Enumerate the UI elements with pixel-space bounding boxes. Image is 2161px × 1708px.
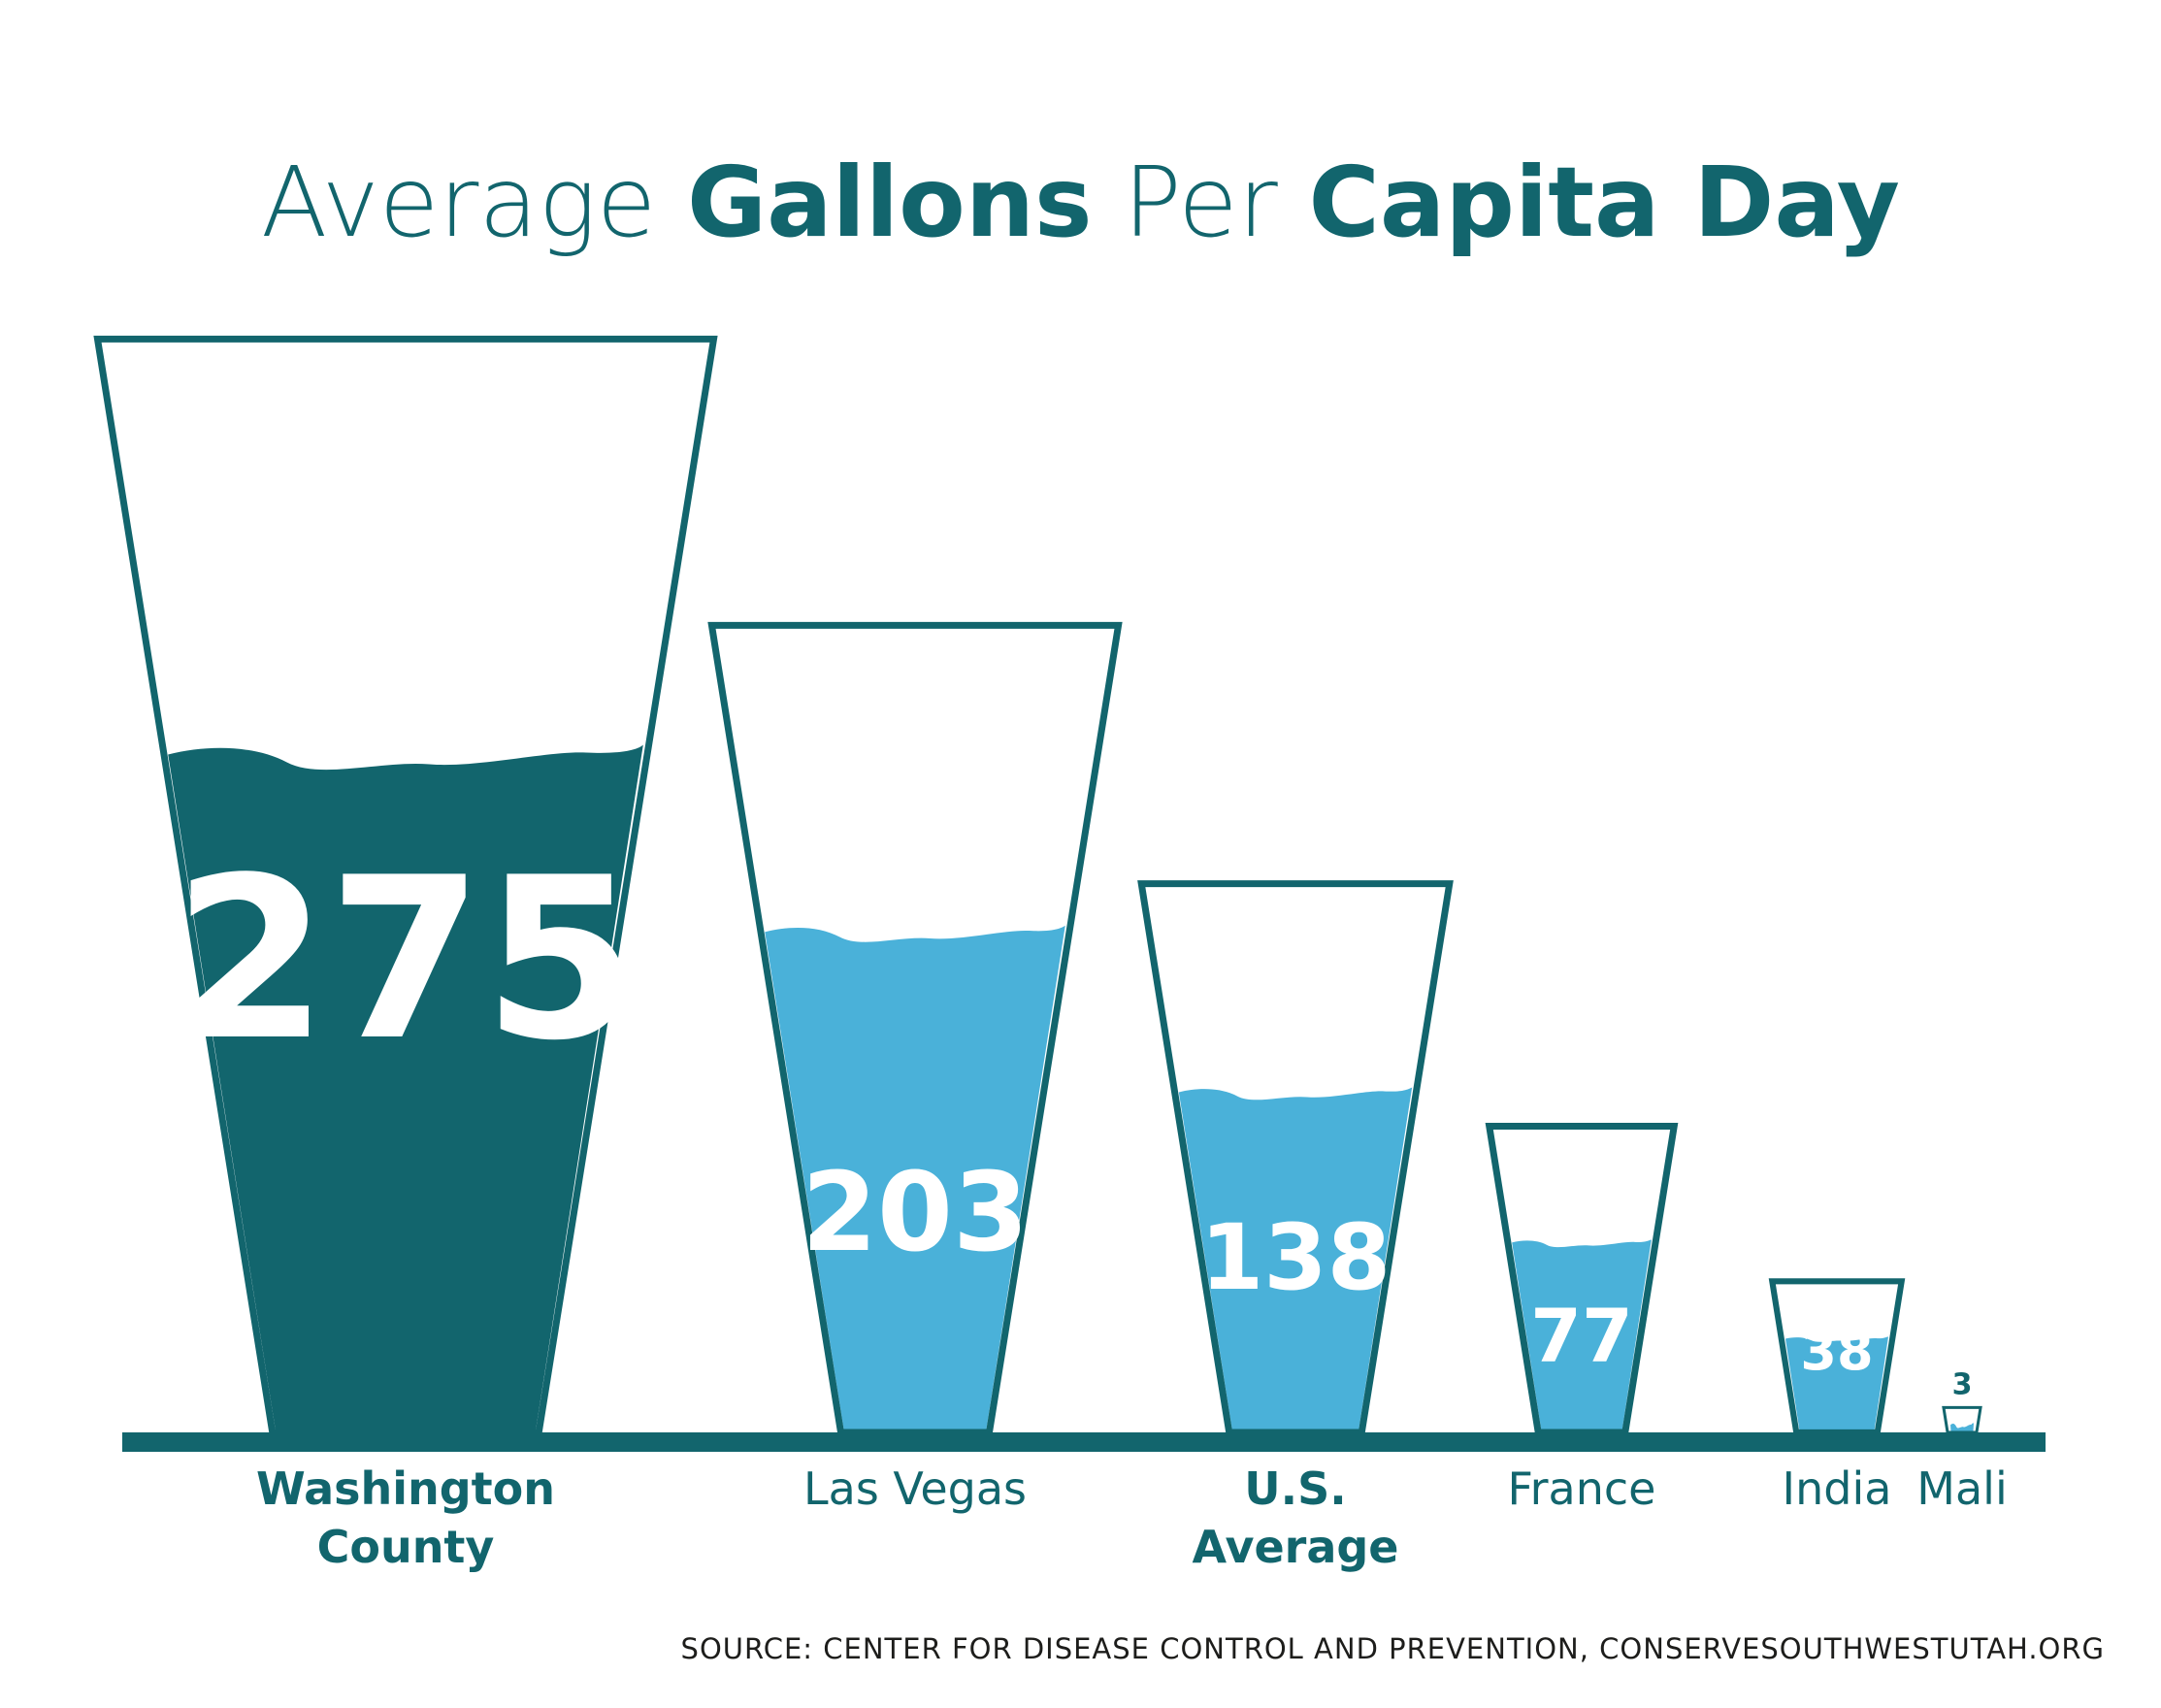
water-fill-mali bbox=[1950, 1423, 1974, 1432]
category-label-u-s-average: U.S. Average bbox=[1193, 1462, 1399, 1573]
baseline-bar bbox=[122, 1432, 2046, 1452]
category-label-line: India bbox=[1783, 1462, 1892, 1515]
title-part-capita-day: Capita Day bbox=[1308, 146, 1900, 259]
category-label-washington-county: Washington County bbox=[256, 1462, 555, 1573]
source-note: SOURCE: CENTER FOR DISEASE CONTROL AND P… bbox=[680, 1632, 2105, 1665]
value-label-france: 77 bbox=[1530, 1293, 1633, 1379]
water-fill-u-s-average bbox=[1178, 1087, 1413, 1432]
chart-title: Average Gallons Per Capita Day bbox=[0, 146, 2161, 259]
category-label-line: Las Vegas bbox=[803, 1462, 1027, 1515]
value-label-las-vegas: 203 bbox=[802, 1150, 1029, 1276]
value-label-washington-county: 275 bbox=[173, 831, 638, 1090]
category-label-line: Average bbox=[1193, 1521, 1399, 1573]
water-fill-washington-county bbox=[168, 744, 643, 1432]
title-part-per: Per bbox=[1092, 146, 1309, 259]
value-label-india: 38 bbox=[1800, 1321, 1873, 1382]
category-label-line: Mali bbox=[1916, 1462, 2007, 1515]
title-part-gallons: Gallons bbox=[687, 146, 1093, 259]
category-label-las-vegas: Las Vegas bbox=[803, 1462, 1027, 1515]
category-label-line: County bbox=[317, 1521, 495, 1573]
category-label-mali: Mali bbox=[1916, 1462, 2007, 1515]
value-label-mali: 3 bbox=[1952, 1367, 1973, 1401]
value-label-u-s-average: 138 bbox=[1200, 1205, 1391, 1311]
category-label-line: U.S. bbox=[1244, 1462, 1346, 1515]
water-fill-france bbox=[1512, 1239, 1652, 1432]
water-fill-las-vegas bbox=[765, 925, 1065, 1432]
category-label-india: India bbox=[1783, 1462, 1892, 1515]
category-label-line: Washington bbox=[256, 1462, 555, 1515]
title-part-average: Average bbox=[261, 146, 688, 259]
category-label-france: France bbox=[1508, 1462, 1656, 1515]
category-label-line: France bbox=[1508, 1462, 1656, 1515]
water-fill-india bbox=[1784, 1336, 1889, 1432]
